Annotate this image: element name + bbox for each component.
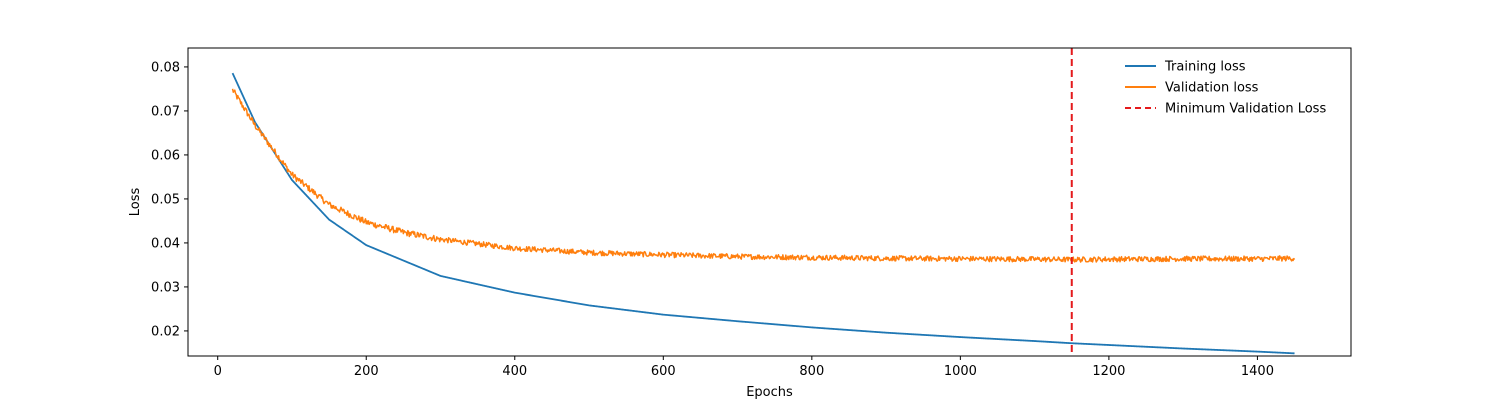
legend: Training loss Validation loss Minimum Vali…: [1125, 60, 1326, 117]
x-axis: 0 200 400 600 800 1000 1200 1400: [214, 356, 1274, 379]
y-tick-label: 0.03: [151, 280, 180, 295]
x-tick-label: 1000: [944, 364, 977, 379]
legend-label: Validation loss: [1165, 81, 1259, 96]
legend-label: Minimum Validation Loss: [1165, 102, 1326, 117]
y-tick-label: 0.04: [151, 236, 180, 251]
series-layer: [231, 48, 1296, 356]
plot-frame: [187, 47, 1352, 357]
x-axis-label: Epochs: [746, 385, 793, 400]
y-tick-label: 0.06: [151, 148, 180, 163]
y-axis: 0.02 0.03 0.04 0.05 0.06 0.07 0.08: [151, 60, 188, 339]
legend-label: Training loss: [1164, 60, 1246, 75]
x-tick-label: 600: [651, 364, 676, 379]
training-loss-line: [231, 72, 1295, 355]
y-tick-label: 0.02: [151, 324, 180, 339]
y-axis-label: Loss: [128, 188, 143, 217]
x-tick-label: 1400: [1241, 364, 1274, 379]
x-tick-label: 800: [799, 364, 824, 379]
x-tick-label: 200: [354, 364, 379, 379]
validation-loss-line: [231, 88, 1296, 263]
y-tick-label: 0.07: [151, 104, 180, 119]
y-tick-label: 0.08: [151, 60, 180, 75]
x-tick-label: 0: [214, 364, 222, 379]
y-tick-label: 0.05: [151, 192, 180, 207]
x-tick-label: 400: [502, 364, 527, 379]
x-tick-label: 1200: [1092, 364, 1125, 379]
